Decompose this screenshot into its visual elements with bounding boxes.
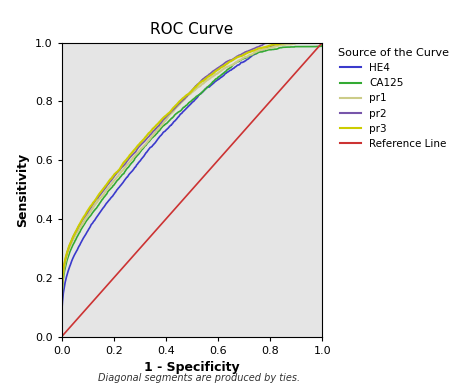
HE4 bbox=[212, 79, 218, 84]
pr2 bbox=[212, 67, 218, 72]
pr2 bbox=[266, 40, 272, 45]
pr1 bbox=[177, 102, 182, 107]
Y-axis label: Sensitivity: Sensitivity bbox=[16, 152, 29, 227]
pr3 bbox=[105, 181, 110, 185]
pr1 bbox=[212, 72, 218, 77]
pr1 bbox=[233, 60, 238, 65]
pr3 bbox=[255, 46, 261, 51]
pr3 bbox=[290, 40, 296, 45]
Title: ROC Curve: ROC Curve bbox=[150, 22, 234, 37]
HE4 bbox=[284, 40, 290, 45]
CA125 bbox=[255, 50, 261, 55]
CA125 bbox=[105, 190, 110, 194]
HE4 bbox=[319, 40, 325, 45]
Line: pr1: pr1 bbox=[62, 43, 322, 337]
HE4 bbox=[126, 173, 131, 177]
pr3 bbox=[212, 69, 218, 74]
HE4 bbox=[177, 113, 182, 118]
pr1 bbox=[105, 186, 110, 191]
pr2 bbox=[126, 157, 131, 161]
pr2 bbox=[319, 40, 325, 45]
pr3 bbox=[59, 334, 64, 339]
HE4 bbox=[105, 199, 110, 204]
Legend: HE4, CA125, pr1, pr2, pr3, Reference Line: HE4, CA125, pr1, pr2, pr3, Reference Lin… bbox=[338, 48, 449, 149]
HE4 bbox=[233, 64, 238, 69]
HE4 bbox=[59, 334, 64, 339]
Text: Diagonal segments are produced by ties.: Diagonal segments are produced by ties. bbox=[98, 373, 300, 383]
pr1 bbox=[319, 40, 325, 45]
pr3 bbox=[126, 154, 131, 159]
pr2 bbox=[177, 101, 182, 106]
HE4 bbox=[255, 50, 261, 55]
CA125 bbox=[59, 334, 64, 339]
pr1 bbox=[315, 40, 321, 45]
pr3 bbox=[319, 40, 325, 45]
pr1 bbox=[59, 334, 64, 339]
Line: pr3: pr3 bbox=[62, 43, 322, 337]
CA125 bbox=[233, 61, 238, 65]
pr3 bbox=[177, 99, 182, 104]
Line: HE4: HE4 bbox=[62, 43, 322, 337]
CA125 bbox=[319, 40, 325, 45]
pr3 bbox=[233, 56, 238, 60]
CA125 bbox=[126, 164, 131, 169]
pr2 bbox=[255, 45, 261, 49]
X-axis label: 1 - Specificity: 1 - Specificity bbox=[144, 361, 240, 374]
pr1 bbox=[126, 161, 131, 165]
pr2 bbox=[105, 182, 110, 187]
CA125 bbox=[177, 109, 182, 114]
pr2 bbox=[59, 334, 64, 339]
pr2 bbox=[233, 55, 238, 60]
pr1 bbox=[255, 49, 261, 53]
CA125 bbox=[212, 77, 218, 82]
Line: CA125: CA125 bbox=[62, 43, 322, 337]
Line: pr2: pr2 bbox=[62, 43, 322, 337]
